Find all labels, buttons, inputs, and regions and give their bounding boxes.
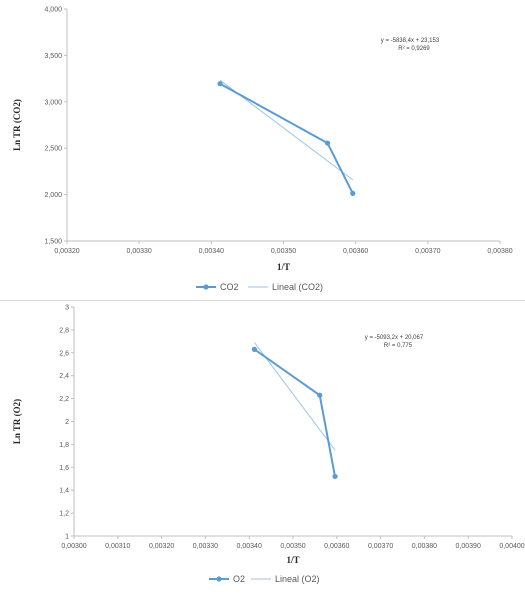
trendline: [254, 342, 336, 451]
y-tick-label: 2: [65, 419, 69, 426]
x-tick-label: 0,00340: [199, 248, 224, 255]
y-tick-label: 1,8: [59, 442, 69, 449]
y-tick-label: 1: [65, 534, 69, 541]
legend-series-marker: [216, 576, 222, 582]
legend-series-label: CO2: [220, 282, 239, 292]
x-tick-label: 0,00360: [324, 543, 349, 550]
x-tick-label: 0,00380: [487, 248, 512, 255]
data-point: [350, 190, 356, 196]
trendline-equation: y = -5838,4x + 23,153: [381, 38, 440, 44]
y-tick-label: 1,4: [59, 488, 69, 495]
x-tick-label: 0,00330: [193, 543, 218, 550]
legend-series-marker: [203, 284, 209, 290]
y-axis-title: Ln TR (CO2): [12, 99, 22, 151]
y-tick-label: 1,6: [59, 465, 69, 472]
chart-co2: 1,500 2,000 2,500 3,000 3,500 4,000 0,00320 0,0…: [12, 7, 513, 293]
x-tick-label: 0,00350: [280, 543, 305, 550]
y-tick-label: 2,500: [44, 146, 62, 153]
x-tick-label: 0,00310: [105, 543, 130, 550]
series-line: [253, 348, 336, 477]
y-tick-label: 1,500: [44, 239, 62, 246]
x-tick-label: 0,00390: [456, 543, 481, 550]
y-tick-label: 2,4: [59, 373, 69, 380]
x-axis-title: 1/T: [286, 555, 299, 565]
y-tick-label: 1,2: [59, 511, 69, 518]
x-tick-label: 0,00380: [412, 543, 437, 550]
y-tick-label: 4,000: [44, 7, 62, 14]
r-squared-label: R² = 0,9269: [398, 46, 430, 52]
series-line: [219, 82, 354, 194]
chart-divider: [0, 300, 525, 301]
trendline-equation: y = -5093,2x + 20,067: [365, 335, 424, 341]
y-tick-label: 2,2: [59, 396, 69, 403]
y-tick-label: 2,8: [59, 327, 69, 334]
x-tick-label: 0,00340: [237, 543, 262, 550]
x-axis-title: 1/T: [277, 262, 290, 272]
x-tick-label: 0,00400: [499, 543, 524, 550]
data-point: [317, 392, 323, 398]
y-tick-label: 3,500: [44, 53, 62, 60]
legend-series-label: O2: [233, 574, 245, 584]
x-tick-label: 0,00370: [415, 248, 440, 255]
r-squared-label: R² = 0,775: [384, 343, 413, 349]
data-point: [251, 346, 258, 352]
x-tick-label: 0,00300: [61, 543, 86, 550]
x-tick-label: 0,00320: [54, 248, 79, 255]
y-axis-title: Ln TR (O2): [12, 399, 22, 444]
y-tick-label: 3,000: [44, 99, 62, 106]
data-point: [332, 473, 338, 480]
data-point: [324, 140, 331, 146]
x-tick-label: 0,00360: [343, 248, 368, 255]
x-tick-label: 0,00320: [149, 543, 174, 550]
x-tick-label: 0,00350: [271, 248, 296, 255]
legend-trendline-label: Lineal (O2): [275, 574, 320, 584]
x-tick-label: 0,00330: [127, 248, 152, 255]
legend-trendline-label: Lineal (CO2): [272, 282, 323, 292]
chart-o2: 1 1,2 1,4 1,6 1,8 2 2,2 2,4 2,6 2,8 3 0,00300 0,0031…: [12, 305, 525, 585]
y-tick-label: 2,6: [59, 350, 69, 357]
y-tick-label: 2,000: [44, 192, 62, 199]
x-tick-label: 0,00370: [368, 543, 393, 550]
y-tick-label: 3: [65, 305, 69, 312]
data-point: [217, 81, 223, 87]
